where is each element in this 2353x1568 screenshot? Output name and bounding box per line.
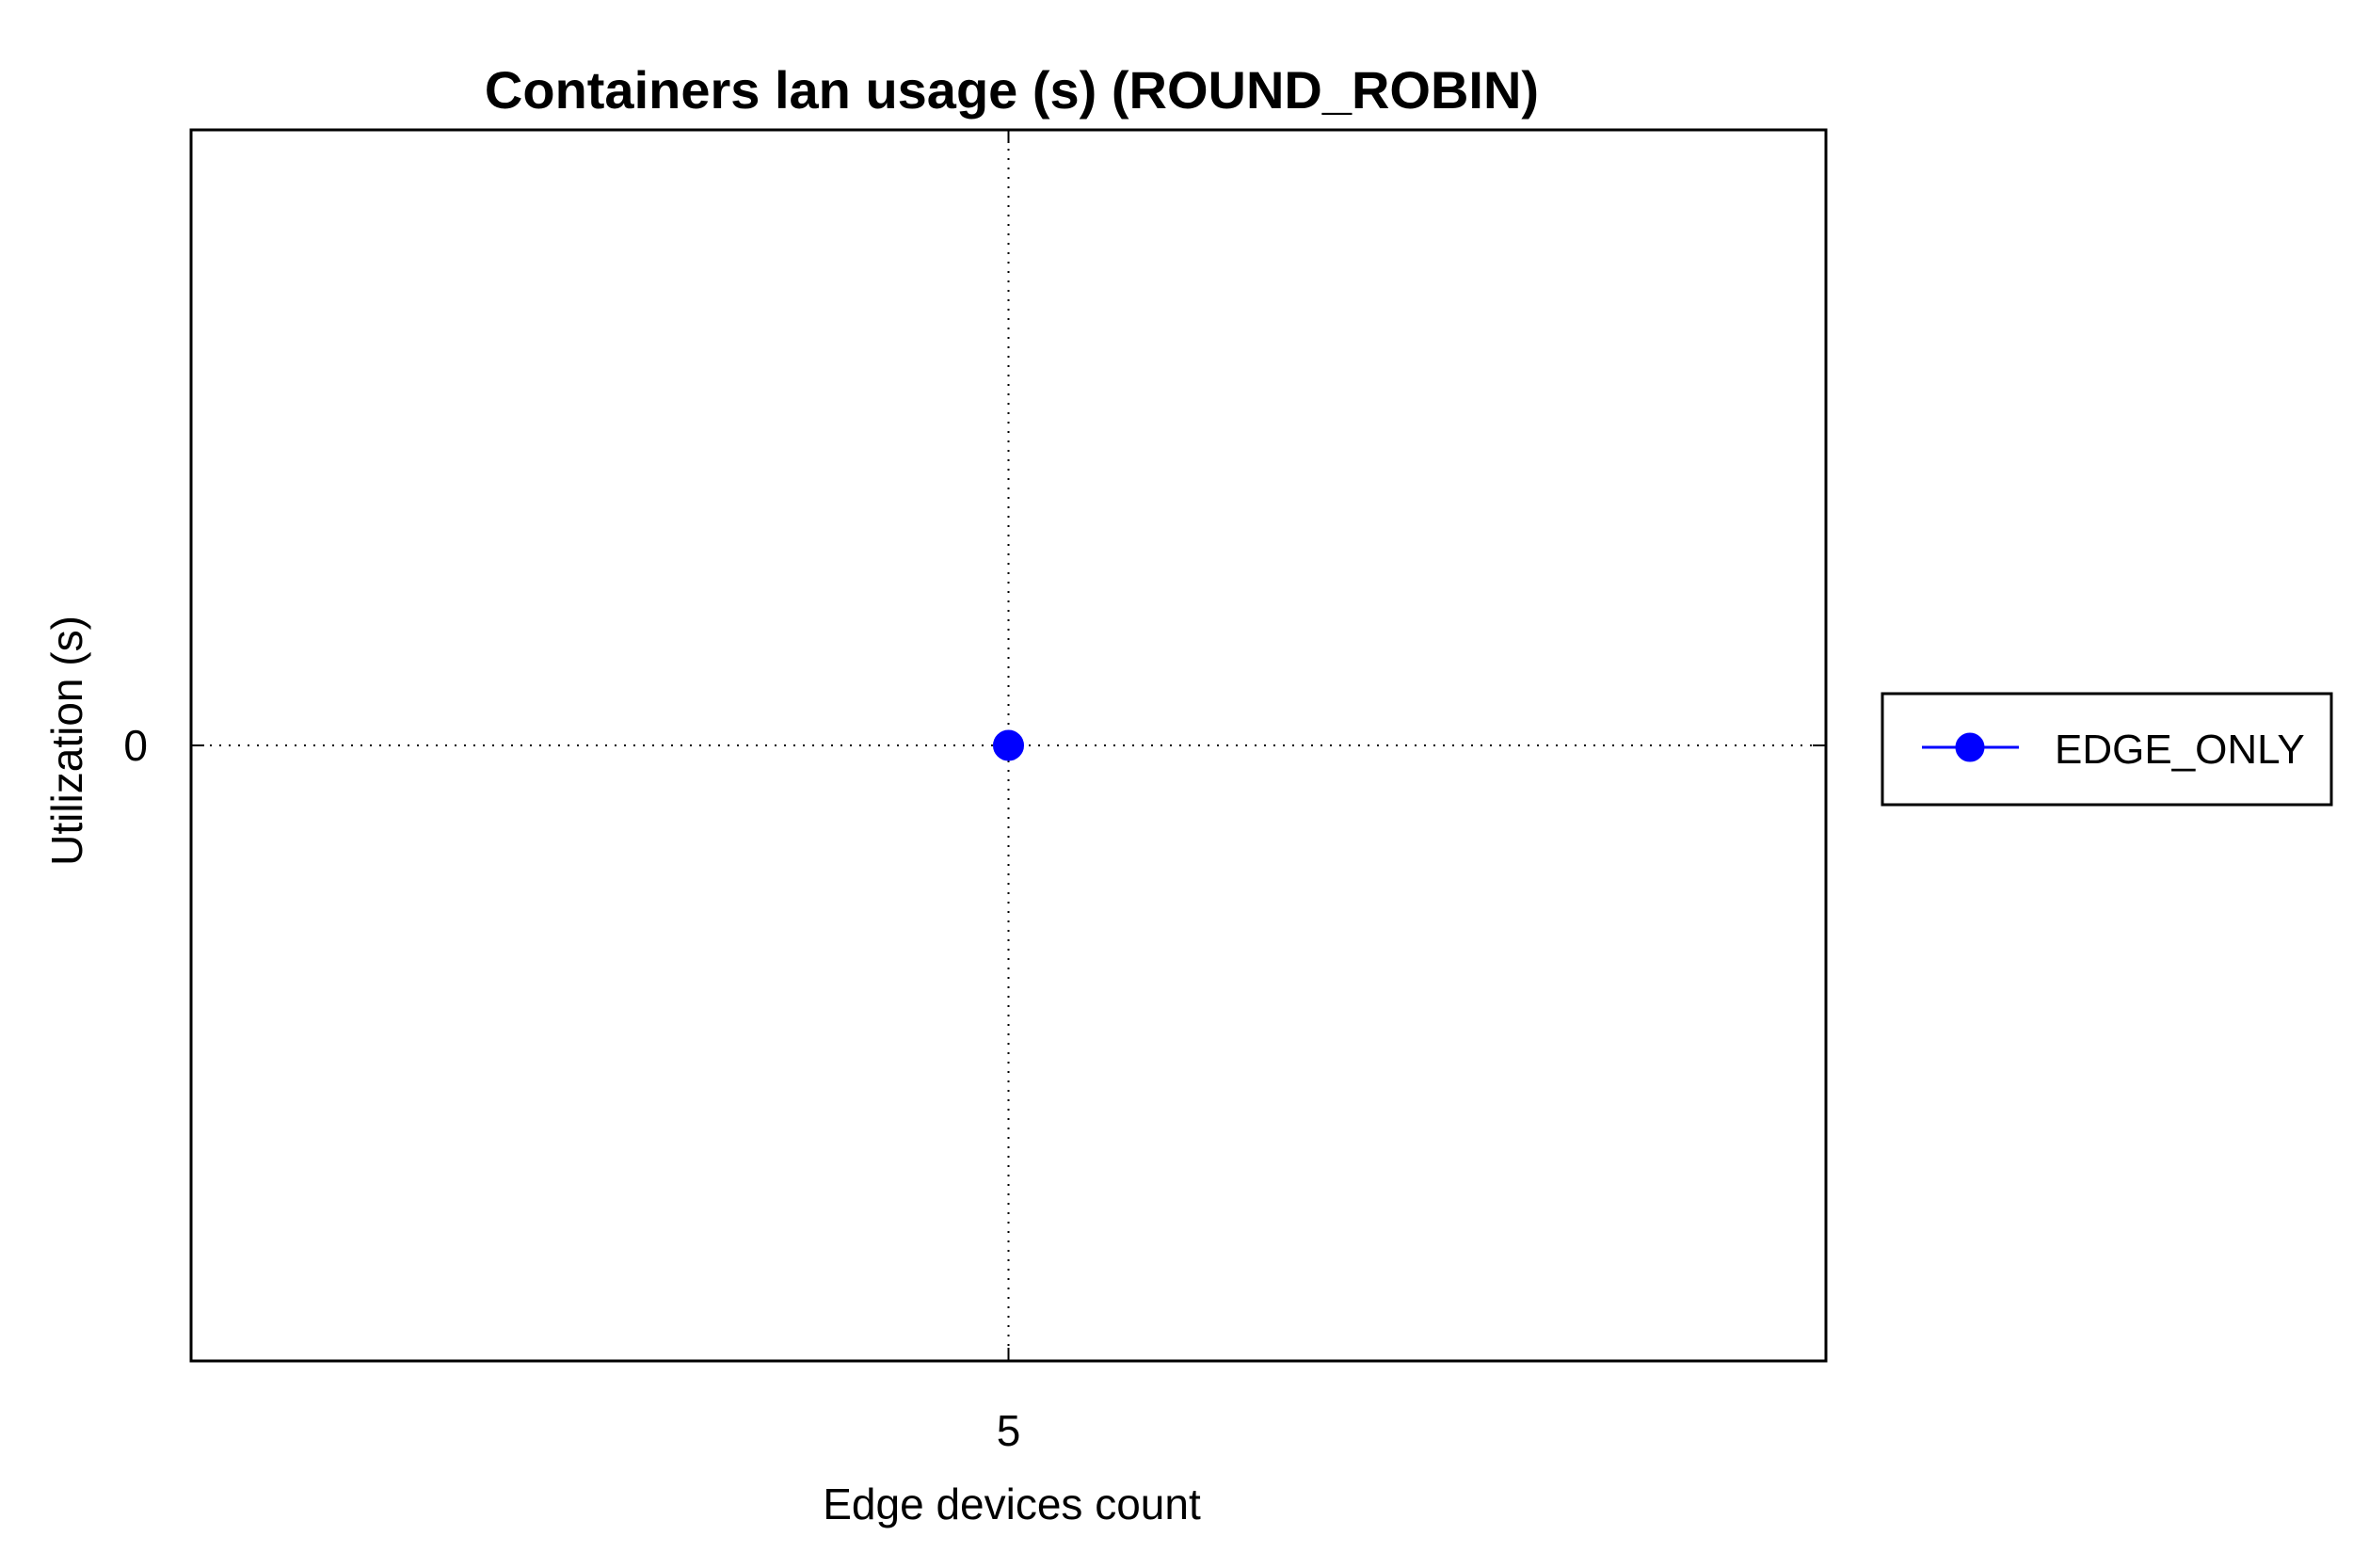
- series-layer: [993, 729, 1024, 761]
- axis-ticks: 50: [123, 130, 1826, 1455]
- legend-marker-edge-only: [1955, 732, 1985, 762]
- x-tick-label: 5: [997, 1406, 1021, 1455]
- y-axis-label: Utilization (s): [42, 616, 91, 866]
- x-axis-label: Edge devices count: [823, 1480, 1201, 1528]
- chart-title: Containers lan usage (s) (ROUND_ROBIN): [485, 60, 1539, 120]
- data-point: [993, 729, 1024, 761]
- y-tick-label: 0: [123, 721, 148, 770]
- plot-area-frame: [189, 128, 1828, 1363]
- legend: EDGE_ONLY: [1881, 692, 2333, 807]
- legend-label-edge-only: EDGE_ONLY: [2055, 727, 2305, 773]
- grid-lines: [191, 130, 1826, 1361]
